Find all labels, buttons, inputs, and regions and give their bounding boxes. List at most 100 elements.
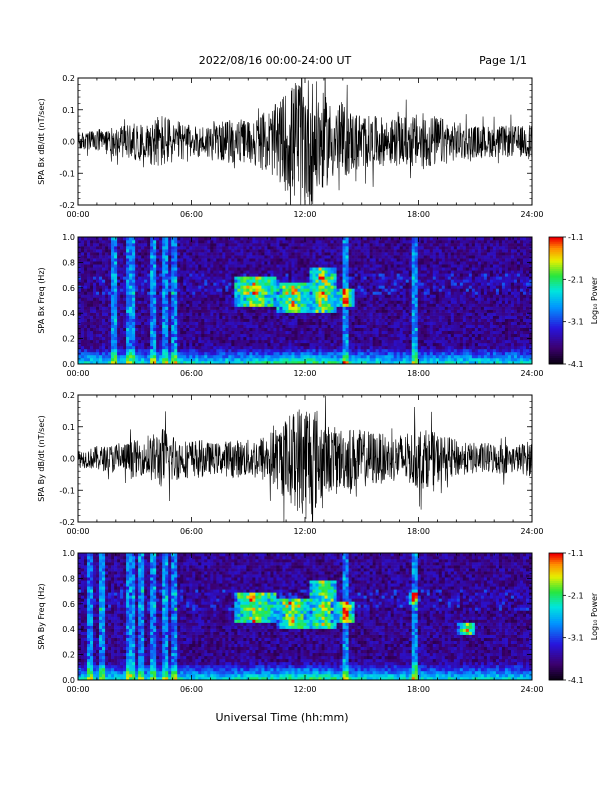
bx-spectrogram-cell <box>108 267 112 271</box>
bx-spectrogram-cell <box>309 252 313 256</box>
bx-spectrogram-cell <box>378 339 382 344</box>
bx-spectrogram-cell <box>102 240 106 244</box>
bx-spectrogram-cell <box>411 246 416 250</box>
bx-spectrogram-cell <box>285 294 289 298</box>
bx-spectrogram-cell <box>417 339 422 344</box>
bx-spectrogram-cell <box>330 273 334 277</box>
bx-spectrogram-cell <box>126 255 130 259</box>
bx-spectrogram-cell <box>87 288 91 292</box>
bx-spectrogram-cell <box>213 255 217 259</box>
bx-spectrogram-cell <box>114 327 118 332</box>
bx-spectrogram-cell <box>318 264 322 268</box>
bx-spectrogram-cell <box>204 303 208 307</box>
bx-spectrogram-cell <box>192 300 196 304</box>
bx-spectrogram-cell <box>276 360 280 365</box>
bx-spectrogram-cell <box>390 330 394 335</box>
bx-spectrogram-cell <box>225 300 229 304</box>
bx-spectrogram-cell <box>174 306 178 310</box>
bx-spectrogram-cell <box>177 348 181 353</box>
bx-spectrogram-cell <box>246 345 250 350</box>
bx-spectrogram-cell <box>234 339 238 344</box>
bx-spectrogram-cell <box>276 261 280 265</box>
bx-spectrogram-cell <box>354 267 358 271</box>
bx-spectrogram-cell <box>402 276 407 280</box>
bx-spectrogram-cell <box>294 306 298 310</box>
bx-spectrogram-cell <box>285 237 289 241</box>
bx-spectrogram-cell <box>327 315 331 319</box>
bx-spectrogram-cell <box>123 246 127 250</box>
bx-spectrogram-cell <box>393 258 398 262</box>
bx-spectrogram-cell <box>267 330 271 335</box>
bx-spectrogram-cell <box>138 327 142 332</box>
bx-spectrogram-cell <box>225 315 229 319</box>
bx-spectrogram-cell <box>282 348 286 353</box>
bx-spectrogram-cell <box>204 342 208 347</box>
bx-spectrogram-cell <box>96 348 100 353</box>
bx-spectrogram-cell <box>333 246 337 250</box>
bx-spectrogram-cell <box>360 276 364 280</box>
bx-spectrogram-cell <box>414 255 419 259</box>
bx-spectrogram-cell <box>258 321 262 325</box>
bx-spectrogram-cell <box>180 297 184 301</box>
bx-spectrogram-cell <box>81 351 85 356</box>
bx-spectrogram-cell <box>120 351 124 356</box>
bx-spectrogram-cell <box>411 348 416 353</box>
bx-spectrogram-cell <box>96 240 100 244</box>
bx-spectrogram-cell <box>144 291 148 295</box>
bx-spectrogram-cell <box>183 285 187 289</box>
bx-spectrogram-cell <box>360 270 364 274</box>
bx-spectrogram-cell <box>126 324 130 329</box>
bx-spectrogram-cell <box>357 339 361 344</box>
bx-spectrogram-cell <box>276 291 280 295</box>
bx-spectrogram-cell <box>108 297 112 301</box>
bx-spectrogram-cell <box>144 336 148 341</box>
bx-spectrogram-cell <box>294 291 298 295</box>
bx-spectrogram-cell <box>399 309 404 313</box>
bx-spectrogram-cell <box>318 351 322 356</box>
bx-spectrogram-cell <box>267 252 271 256</box>
bx-spectrogram-cell <box>393 333 398 338</box>
bx-spectrogram-cell <box>240 348 244 353</box>
bx-spectrogram-cell <box>243 354 247 359</box>
bx-spectrogram-cell <box>195 339 199 344</box>
bx-spectrogram-cell <box>327 258 331 262</box>
bx-spectrogram-cell <box>390 345 394 350</box>
page-indicator: Page 1/1 <box>479 54 527 67</box>
bx-spectrogram-cell <box>294 261 298 265</box>
bx-spectrogram-cell <box>231 333 235 338</box>
bx-spectrogram-cell <box>261 255 265 259</box>
bx-spectrogram-cell <box>411 279 416 283</box>
bx-spectrogram-cell <box>120 354 124 359</box>
bx-spectrogram-cell <box>399 345 404 350</box>
bx-spectrogram-cell <box>318 279 322 283</box>
bx-spectrogram-cell <box>129 357 133 362</box>
bx-spectrogram-cell <box>363 264 367 268</box>
bx-spectrogram-cell <box>99 267 103 271</box>
bx-spectrogram-cell <box>240 255 244 259</box>
bx-spectrogram-cell <box>126 333 130 338</box>
bx-spectrogram-cell <box>327 252 331 256</box>
bx-spectrogram-cell <box>333 312 337 316</box>
bx-spectrogram-cell <box>357 291 361 295</box>
bx-spectrogram-cell <box>162 291 166 295</box>
bx-spectrogram-cell <box>237 306 241 310</box>
bx-spectrogram-cell <box>396 339 401 344</box>
bx-spectrogram-cell <box>345 300 349 304</box>
bx-spectrogram-cell <box>393 252 398 256</box>
bx-spectrogram-cell <box>258 297 262 301</box>
bx-spectrogram-cell <box>270 240 274 244</box>
bx-spectrogram-cell <box>306 240 310 244</box>
bx-spectrogram-cell <box>84 315 88 319</box>
bx-spectrogram-cell <box>165 306 169 310</box>
bx-spectrogram-cell <box>387 327 391 332</box>
bx-spectrogram-cell <box>213 357 217 362</box>
bx-spectrogram-cell <box>420 267 425 271</box>
bx-spectrogram-cell <box>138 270 142 274</box>
bx-spectrogram-cell <box>213 309 217 313</box>
bx-spectrogram-cell <box>303 351 307 356</box>
bx-spectrogram-cell <box>318 327 322 332</box>
bx-spectrogram-cell <box>399 312 404 316</box>
bx-spectrogram-cell <box>132 300 136 304</box>
bx-spectrogram-cell <box>105 264 109 268</box>
bx-spectrogram-cell <box>195 309 199 313</box>
